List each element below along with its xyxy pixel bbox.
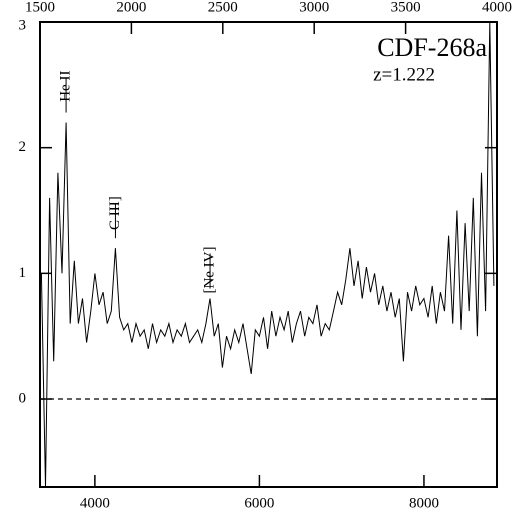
spectrum-line [40,22,495,487]
plot-frame [39,21,498,488]
x2-tick-label: 1500 [25,0,55,15]
annotation-label: [Ne IV] [201,246,217,293]
x-tick-label: 6000 [244,495,274,511]
x-tick-label: 4000 [80,495,110,511]
y-tick-label: 0 [19,390,27,406]
annotation-label: C III] [107,196,123,230]
chart-title: CDF-268a [377,33,487,62]
y-tick-label: 1 [19,265,27,281]
x-tick-label: 8000 [409,495,439,511]
y-tick-label: 3 [19,17,27,33]
x2-tick-label: 2500 [208,0,238,15]
x2-tick-label: 4000 [482,0,512,15]
chart-subtitle: z=1.222 [373,64,435,85]
x2-tick-label: 2000 [116,0,146,15]
annotation-label: He II [58,71,74,102]
x2-tick-label: 3500 [391,0,421,15]
x2-tick-label: 3000 [299,0,329,15]
y-tick-label: 2 [19,139,27,155]
